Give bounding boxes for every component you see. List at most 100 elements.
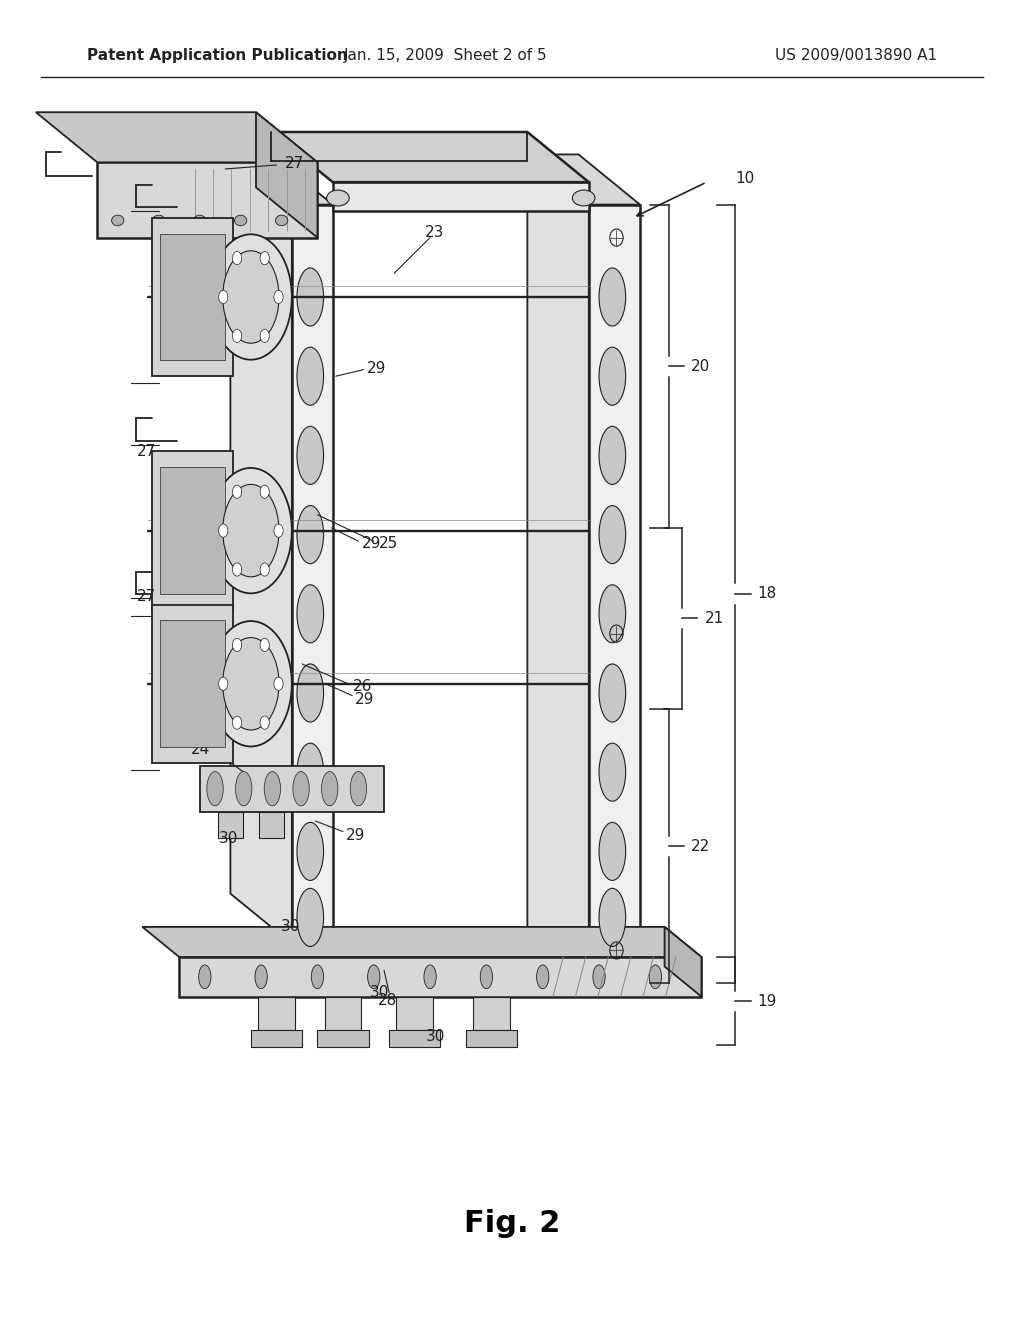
Ellipse shape [153, 215, 165, 226]
Ellipse shape [572, 190, 595, 206]
Text: 29: 29 [355, 692, 375, 708]
Ellipse shape [260, 252, 269, 265]
Ellipse shape [260, 639, 269, 652]
Text: 27: 27 [136, 444, 156, 459]
Ellipse shape [260, 562, 269, 576]
Ellipse shape [297, 585, 324, 643]
Text: 19: 19 [758, 994, 777, 1008]
Ellipse shape [424, 965, 436, 989]
Text: 27: 27 [285, 156, 304, 172]
Ellipse shape [236, 771, 252, 805]
Text: Patent Application Publication: Patent Application Publication [87, 48, 348, 63]
Ellipse shape [275, 215, 288, 226]
Ellipse shape [297, 743, 324, 801]
Polygon shape [527, 154, 589, 983]
Ellipse shape [210, 620, 292, 747]
Text: 18: 18 [758, 586, 777, 602]
Polygon shape [218, 812, 243, 838]
Ellipse shape [274, 290, 283, 304]
Text: 29: 29 [367, 360, 386, 376]
Text: 29: 29 [361, 536, 381, 552]
Ellipse shape [599, 888, 626, 946]
Text: 21: 21 [705, 611, 724, 626]
Ellipse shape [599, 743, 626, 801]
Polygon shape [473, 997, 510, 1030]
Ellipse shape [223, 251, 279, 343]
Ellipse shape [232, 329, 242, 342]
Polygon shape [466, 1030, 517, 1047]
Ellipse shape [232, 562, 242, 576]
Polygon shape [396, 997, 433, 1030]
Polygon shape [152, 605, 233, 763]
Text: 25: 25 [379, 536, 398, 552]
Text: 27: 27 [136, 589, 156, 605]
Polygon shape [527, 154, 640, 205]
Polygon shape [271, 132, 589, 182]
Ellipse shape [194, 215, 206, 226]
Polygon shape [200, 766, 384, 812]
Ellipse shape [480, 965, 493, 989]
Polygon shape [179, 957, 701, 997]
Ellipse shape [649, 965, 662, 989]
Ellipse shape [350, 771, 367, 805]
Ellipse shape [232, 486, 242, 499]
Text: 30: 30 [281, 919, 300, 935]
Ellipse shape [297, 822, 324, 880]
Ellipse shape [274, 524, 283, 537]
Ellipse shape [199, 965, 211, 989]
Text: 30: 30 [370, 985, 389, 1001]
Polygon shape [325, 997, 361, 1030]
Ellipse shape [311, 965, 324, 989]
Ellipse shape [219, 290, 227, 304]
Ellipse shape [599, 664, 626, 722]
Ellipse shape [234, 215, 247, 226]
Polygon shape [665, 927, 701, 997]
Text: Jan. 15, 2009  Sheet 2 of 5: Jan. 15, 2009 Sheet 2 of 5 [344, 48, 547, 63]
Ellipse shape [274, 677, 283, 690]
Text: 22: 22 [691, 838, 711, 854]
Ellipse shape [599, 347, 626, 405]
Polygon shape [333, 182, 589, 211]
Ellipse shape [368, 965, 380, 989]
Ellipse shape [260, 486, 269, 499]
Polygon shape [292, 205, 333, 944]
Text: 30: 30 [219, 830, 239, 846]
Ellipse shape [297, 268, 324, 326]
Text: 10: 10 [735, 170, 755, 186]
Text: US 2009/0013890 A1: US 2009/0013890 A1 [775, 48, 937, 63]
Polygon shape [389, 1030, 440, 1047]
Ellipse shape [297, 426, 324, 484]
Text: 29: 29 [346, 828, 366, 843]
Polygon shape [589, 205, 640, 983]
Ellipse shape [232, 715, 242, 729]
Ellipse shape [297, 506, 324, 564]
Polygon shape [160, 234, 225, 360]
Text: 20: 20 [691, 359, 711, 374]
Text: 23: 23 [425, 224, 444, 240]
Ellipse shape [297, 888, 324, 946]
Polygon shape [152, 451, 233, 610]
Polygon shape [317, 1030, 369, 1047]
Ellipse shape [223, 484, 279, 577]
Polygon shape [259, 812, 284, 838]
Ellipse shape [112, 215, 124, 226]
Ellipse shape [207, 771, 223, 805]
Polygon shape [160, 467, 225, 594]
Polygon shape [142, 927, 701, 957]
Ellipse shape [593, 965, 605, 989]
Ellipse shape [260, 329, 269, 342]
Ellipse shape [537, 965, 549, 989]
Polygon shape [36, 112, 317, 162]
Ellipse shape [599, 426, 626, 484]
Polygon shape [230, 154, 333, 205]
Ellipse shape [264, 771, 281, 805]
Ellipse shape [297, 347, 324, 405]
Ellipse shape [232, 252, 242, 265]
Ellipse shape [232, 639, 242, 652]
Ellipse shape [327, 190, 349, 206]
Ellipse shape [293, 771, 309, 805]
Ellipse shape [599, 506, 626, 564]
Ellipse shape [599, 822, 626, 880]
Ellipse shape [219, 524, 227, 537]
Polygon shape [251, 1030, 302, 1047]
